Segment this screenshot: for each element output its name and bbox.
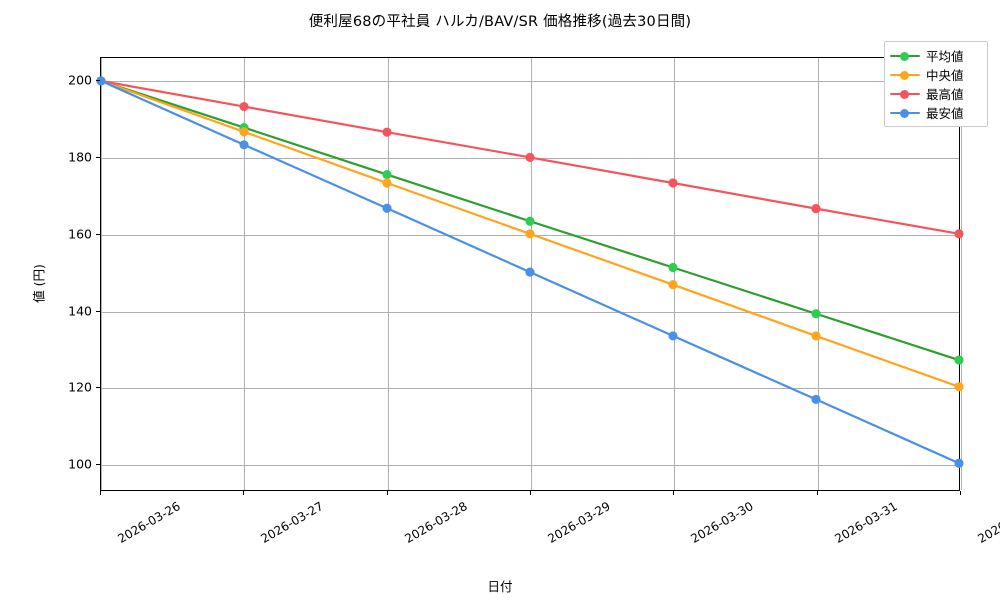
x-tick-mark (530, 491, 531, 495)
data-point-marker (954, 458, 964, 468)
x-tick-label: 2026-03-29 (545, 499, 613, 546)
data-point-marker (811, 204, 821, 214)
data-point-marker (239, 101, 249, 112)
y-axis-label: 値 (円) (31, 264, 47, 303)
gridline-horizontal (101, 81, 959, 82)
y-tick-mark (96, 156, 100, 158)
gridline-horizontal (101, 465, 959, 467)
data-point-marker (525, 229, 535, 239)
data-point-marker (954, 355, 964, 365)
y-tick-label: 160 (68, 226, 92, 242)
y-tick-mark (96, 233, 100, 235)
x-tick-mark (673, 491, 675, 495)
y-tick-mark (96, 80, 100, 81)
legend-item[interactable]: 最安値 (890, 103, 981, 122)
x-tick-label: 2026-04-01 (975, 499, 1000, 546)
legend-item[interactable]: 中央値 (890, 65, 981, 84)
x-axis-label: 日付 (487, 579, 513, 594)
y-tick-mark (96, 464, 100, 466)
gridline-vertical (817, 58, 819, 490)
data-point-marker (382, 127, 392, 137)
chart-legend: 平均値中央値最高値最安値 (884, 41, 988, 127)
data-point-marker (811, 309, 821, 319)
data-point-marker (811, 394, 821, 404)
y-tick-label: 100 (68, 456, 92, 472)
legend-label: 中央値 (926, 68, 964, 83)
gridline-vertical (387, 58, 389, 490)
legend-dot-icon (900, 89, 909, 99)
gridline-vertical (961, 58, 962, 490)
data-point-marker (954, 382, 964, 392)
data-point-marker (525, 267, 535, 277)
gridline-vertical (674, 58, 676, 490)
data-point-marker (239, 140, 249, 150)
x-tick-mark (816, 491, 818, 495)
legend-swatch-icon (890, 69, 920, 81)
data-point-marker (96, 76, 106, 86)
gridline-horizontal (101, 311, 959, 313)
legend-dot-icon (900, 108, 909, 118)
x-tick-label: 2026-03-30 (688, 499, 757, 546)
x-tick-mark (960, 491, 961, 495)
data-point-marker (668, 178, 678, 188)
x-tick-mark (243, 491, 245, 495)
x-tick-label: 2026-03-27 (258, 499, 327, 546)
data-point-marker (382, 178, 392, 188)
y-axis-ticks: 100 120 140 160 180 200 (44, 0, 100, 600)
data-point-marker (525, 152, 535, 162)
data-point-marker (382, 203, 392, 213)
x-tick-mark (386, 491, 388, 495)
data-point-marker (239, 127, 249, 137)
legend-swatch-icon (890, 107, 920, 119)
series-lines (96, 76, 964, 468)
data-point-marker (954, 229, 964, 239)
data-point-marker (668, 262, 678, 273)
x-tick-mark (100, 491, 101, 495)
legend-dot-icon (900, 70, 909, 80)
gridline-horizontal (101, 388, 959, 390)
y-tick-label: 120 (68, 379, 92, 395)
plot-area (96, 57, 964, 491)
legend-item[interactable]: 平均値 (890, 46, 981, 65)
legend-item[interactable]: 最高値 (890, 84, 981, 103)
gridline-vertical (101, 58, 102, 490)
legend-label: 最高値 (926, 87, 964, 102)
y-tick-mark (96, 310, 100, 312)
x-tick-label: 2026-03-26 (115, 499, 183, 546)
legend-label: 最安値 (926, 106, 964, 121)
data-point-marker (668, 331, 678, 341)
gridline-vertical (244, 58, 246, 490)
y-tick-mark (96, 387, 100, 389)
chart-title: 便利屋68の平社員 ハルカ/BAV/SR 価格推移(過去30日間) (308, 14, 692, 30)
data-point-marker (668, 280, 678, 290)
data-point-marker (382, 170, 392, 180)
y-tick-label: 140 (68, 303, 92, 318)
legend-swatch-icon (890, 88, 920, 100)
y-tick-label: 180 (68, 149, 92, 165)
x-tick-label: 2026-03-31 (832, 499, 900, 546)
legend-dot-icon (900, 51, 909, 61)
legend-swatch-icon (890, 50, 920, 62)
data-point-marker (525, 216, 535, 226)
legend-label: 平均値 (926, 49, 964, 64)
y-tick-label: 200 (68, 72, 92, 88)
data-point-marker (811, 331, 821, 341)
x-tick-label: 2026-03-28 (402, 499, 470, 546)
